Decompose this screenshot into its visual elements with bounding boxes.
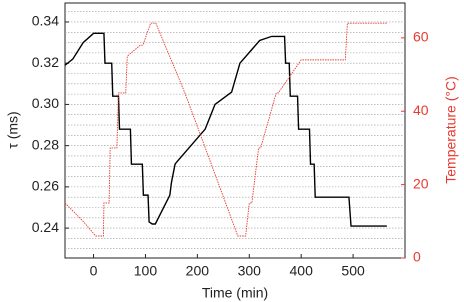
- y-tick-label: 0.28: [32, 136, 59, 152]
- y-tick-label: 0.30: [32, 95, 59, 111]
- x-tick-label: 300: [238, 263, 262, 279]
- y2-tick-label: 20: [413, 175, 429, 191]
- x-tick-label: 500: [341, 263, 365, 279]
- x-tick-label: 400: [290, 263, 314, 279]
- series-line: [64, 22, 387, 237]
- y-axis-label: τ (ms): [5, 111, 21, 148]
- plot-frame: [64, 2, 406, 259]
- y2-tick-label: 0: [413, 249, 421, 265]
- y2-tick-label: 60: [413, 29, 429, 45]
- y-tick-label: 0.32: [32, 54, 59, 70]
- x-tick-label: 0: [90, 263, 98, 279]
- series-line: [64, 32, 387, 227]
- x-axis-label: Time (min): [202, 285, 268, 301]
- y-tick-label: 0.24: [32, 219, 59, 235]
- x-tick-label: 100: [134, 263, 158, 279]
- x-tick-label: 200: [186, 263, 210, 279]
- y-tick-label: 0.26: [32, 178, 59, 194]
- y-tick-label: 0.34: [32, 13, 59, 29]
- y2-tick-label: 40: [413, 102, 429, 118]
- y2-axis-label: Temperature (°C): [443, 76, 459, 184]
